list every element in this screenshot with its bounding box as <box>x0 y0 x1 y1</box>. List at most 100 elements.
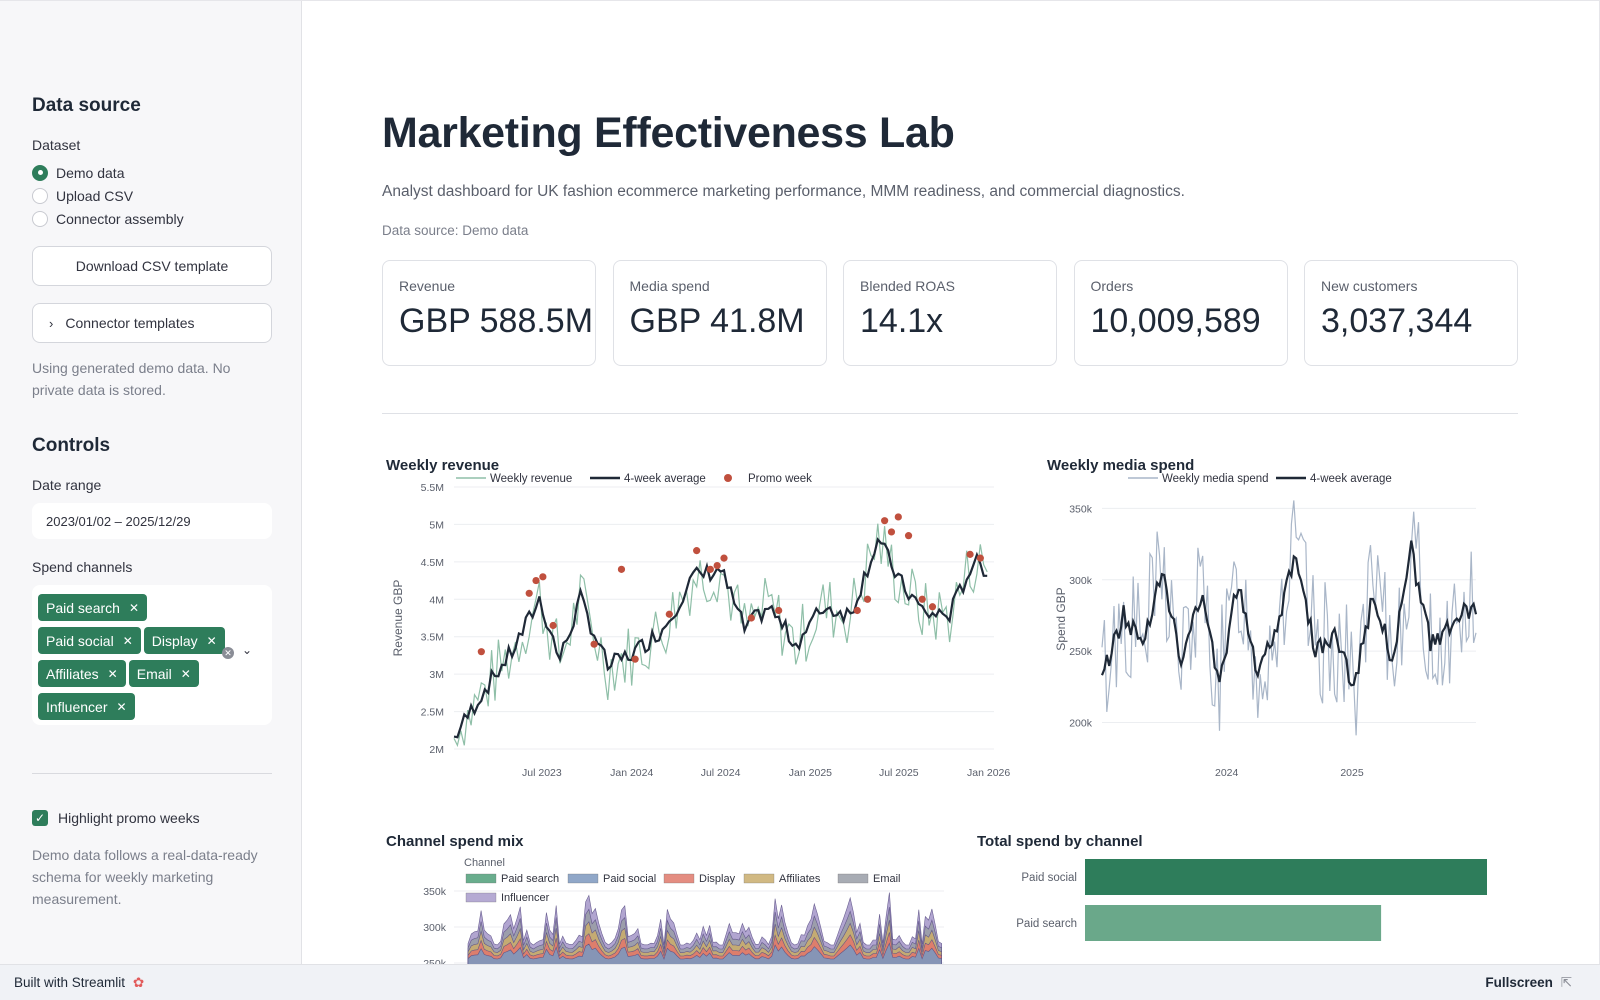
legend-label: Weekly media spend <box>1162 473 1269 485</box>
total-spend-by-channel-title: Total spend by channel <box>977 833 1143 850</box>
radio-indicator[interactable] <box>32 210 48 227</box>
promo-week-point <box>853 606 861 615</box>
connector-templates-expander[interactable]: › Connector templates <box>32 303 272 343</box>
built-with-streamlit-link[interactable]: Built with Streamlit ✿ <box>14 975 144 991</box>
y-tick-label: 4.5M <box>421 557 444 569</box>
spend-channels-multiselect[interactable]: Paid search ✕ Paid social ✕ Display ✕ Affil… <box>32 585 272 725</box>
promo-week-point <box>706 565 714 573</box>
promo-week-point <box>966 550 974 558</box>
remove-icon[interactable]: ✕ <box>180 666 191 681</box>
radio-connector-assembly[interactable]: Connector assembly <box>32 207 272 230</box>
download-csv-template-button[interactable]: Download CSV template <box>32 246 272 286</box>
legend-label: Display <box>699 873 736 885</box>
kpi-card-new-customers: New customers 3,037,344 <box>1304 260 1518 366</box>
promo-week-point <box>617 565 626 573</box>
promo-week-point <box>693 547 701 555</box>
total-spend-by-channel-chart[interactable]: Paid social Paid search <box>975 847 1515 965</box>
legend-swatch <box>743 873 775 884</box>
y-tick-label: 5.5M <box>421 482 444 494</box>
kpi-label: Media spend <box>629 278 710 294</box>
y-tick-label: 2M <box>429 744 444 756</box>
chevron-down-icon[interactable]: ⌄ <box>242 643 253 657</box>
tag-email[interactable]: Email ✕ <box>128 660 199 687</box>
x-tick-label: Jan 2026 <box>967 767 1010 779</box>
kpi-card-revenue: Revenue GBP 588.5M <box>382 260 596 366</box>
legend-label: Email <box>873 873 901 885</box>
footer-label: Built with Streamlit <box>14 975 126 990</box>
promo-week-point <box>928 603 937 611</box>
promo-week-point <box>881 517 889 525</box>
date-range-label: Date range <box>32 477 102 493</box>
clear-all-icon[interactable]: ✕ <box>222 647 234 659</box>
legend-swatch <box>465 892 497 903</box>
page-subtitle: Analyst dashboard for UK fashion ecommer… <box>382 183 1185 200</box>
promo-week-point <box>665 610 673 618</box>
sidebar: Data source Dataset Demo data Upload CSV… <box>0 1 302 965</box>
sidebar-content: Data source Dataset Demo data Upload CSV… <box>32 95 272 910</box>
x-tick-label: Jan 2024 <box>610 767 653 779</box>
weekly-revenue-line <box>453 523 988 748</box>
promo-week-point <box>631 655 639 663</box>
legend-label: Paid social <box>603 873 656 885</box>
tag-influencer[interactable]: Influencer ✕ <box>38 693 135 720</box>
promo-week-point <box>477 648 485 656</box>
date-range-input[interactable]: 2023/01/02 – 2025/12/29 <box>32 503 272 539</box>
tag-label: Influencer <box>46 698 108 715</box>
legend-swatch <box>567 873 599 884</box>
x-tick-label: Jan 2025 <box>789 767 832 779</box>
y-tick-label: Paid search <box>1016 918 1077 930</box>
y-tick-label: 3M <box>429 669 444 681</box>
promo-week-point <box>904 532 913 540</box>
kpi-value: 14.1x <box>860 302 944 340</box>
promo-week-point <box>887 528 896 536</box>
check-icon[interactable]: ✓ <box>32 810 48 826</box>
tag-label: Email <box>136 665 172 682</box>
kpi-label: Blended ROAS <box>860 278 955 294</box>
y-tick-label: 250k <box>423 958 447 965</box>
y-tick-label: 4M <box>429 594 444 606</box>
x-tick-label: Jul 2023 <box>522 767 562 779</box>
radio-selected-indicator[interactable] <box>32 164 48 181</box>
kpi-row: Revenue GBP 588.5M Media spend GBP 41.8M… <box>382 260 1518 366</box>
promo-week-point <box>549 621 557 630</box>
y-tick-label: 250k <box>1069 646 1093 658</box>
y-axis-title: Spend GBP <box>1054 587 1068 650</box>
dataset-label: Dataset <box>32 137 81 153</box>
radio-indicator[interactable] <box>32 187 48 204</box>
four-week-average-line <box>1100 540 1478 687</box>
app-footer: Built with Streamlit ✿ Fullscreen ⇱ <box>0 964 1600 1000</box>
promo-week-point <box>918 595 926 603</box>
tag-display[interactable]: Display ✕ <box>143 627 225 654</box>
tag-paid-social[interactable]: Paid social ✕ <box>38 627 141 654</box>
fullscreen-button[interactable]: Fullscreen ⇱ <box>1485 975 1572 991</box>
dataset-radio-group: Demo data Upload CSV Connector assembly <box>32 161 272 230</box>
channel-spend-mix-chart[interactable]: Channel Paid search Paid social Display Affi… <box>382 847 952 965</box>
data-source-heading: Data source <box>32 95 141 116</box>
tag-affiliates[interactable]: Affiliates ✕ <box>38 660 126 687</box>
promo-week-point <box>894 513 902 521</box>
stacked-area-layer <box>467 942 943 965</box>
legend-swatch-promo-week <box>724 474 732 482</box>
legend-label: Promo week <box>748 473 812 485</box>
expander-label: Connector templates <box>65 315 195 331</box>
remove-icon[interactable]: ✕ <box>116 699 127 714</box>
remove-icon[interactable]: ✕ <box>206 633 217 648</box>
weekly-media-spend-chart[interactable]: 200k 250k 300k 350k 2024 2025 Spend GBP Weekly … <box>1040 471 1520 801</box>
y-tick-label: 200k <box>1069 717 1093 729</box>
highlight-promo-weeks-checkbox[interactable]: ✓ Highlight promo weeks <box>32 810 272 826</box>
remove-icon[interactable]: ✕ <box>122 633 133 648</box>
remove-icon[interactable]: ✕ <box>107 666 118 681</box>
radio-upload-csv[interactable]: Upload CSV <box>32 184 272 207</box>
bar <box>1085 859 1487 895</box>
weekly-revenue-chart[interactable]: 2M 2.5M 3M 3.5M 4M 4.5M 5M 5.5M Jul 2023 Jan 2024… <box>382 471 1022 801</box>
y-tick-label: 350k <box>1069 503 1093 515</box>
checkbox-label: Highlight promo weeks <box>58 810 200 826</box>
spend-channels-label: Spend channels <box>32 559 133 575</box>
tag-label: Affiliates <box>46 665 99 682</box>
sidebar-divider <box>32 773 272 774</box>
data-source-caption: Data source: Demo data <box>382 223 529 238</box>
radio-demo-data[interactable]: Demo data <box>32 161 272 184</box>
tag-paid-search[interactable]: Paid search ✕ <box>38 594 147 621</box>
promo-week-point <box>863 595 872 603</box>
remove-icon[interactable]: ✕ <box>128 600 139 615</box>
